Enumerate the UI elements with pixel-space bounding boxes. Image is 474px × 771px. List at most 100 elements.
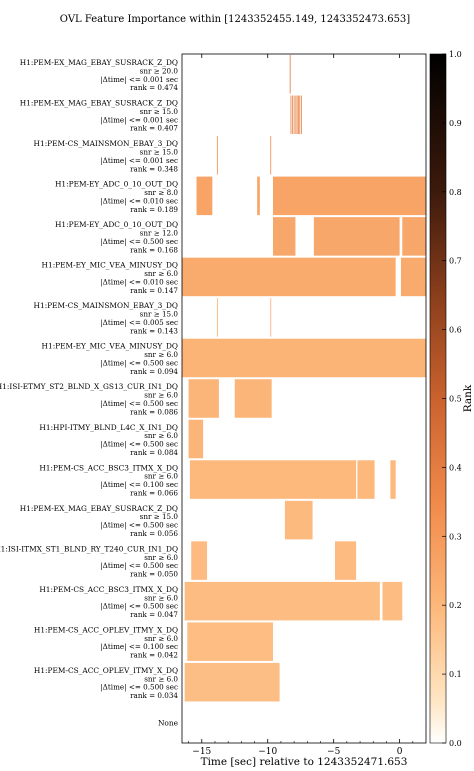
timeline-row	[182, 338, 426, 378]
colorbar-tick-label: 1.0	[449, 50, 462, 59]
chart-title: OVL Feature Importance within [124335245…	[60, 14, 410, 25]
row-snr-label: snr ≥ 15.0	[140, 107, 179, 116]
row-dt-label: |Δtime| <= 0.500 sec	[100, 683, 178, 692]
y-labels: H1:PEM-EX_MAG_EBAY_SUSRACK_Z_DQ snr ≥ 20.…	[0, 58, 178, 728]
segment-bar	[234, 379, 272, 418]
plot-area	[181, 53, 427, 744]
colorbar-tick-label: 0.0	[449, 739, 462, 748]
segment-bar	[284, 500, 313, 540]
segment-bar	[188, 379, 219, 418]
segment-bar	[273, 217, 296, 256]
segment-bar	[184, 581, 380, 621]
colorbar-tick-label: 0.5	[449, 395, 462, 404]
row-dt-label: |Δtime| <= 0.005 sec	[100, 318, 178, 327]
row-rank-label: rank = 0.050	[130, 570, 178, 579]
segment-bar	[334, 541, 357, 580]
timeline-row	[273, 217, 426, 256]
row-snr-label: snr ≥ 8.0	[144, 188, 178, 197]
row-channel-label: H1:PEM-CS_ACC_OPLEV_ITMY_X_DQ	[34, 625, 178, 634]
row-rank-label: rank = 0.084	[130, 448, 178, 457]
row-dt-label: |Δtime| <= 0.001 sec	[100, 115, 178, 124]
segment-bar	[184, 662, 280, 702]
timeline-row	[290, 95, 302, 135]
colorbar-label: Rank	[462, 384, 474, 412]
row-channel-label: H1:HPI-ITMY_BLND_L4C_X_IN1_DQ	[39, 423, 178, 432]
row-channel-label: H1:PEM-CS_ACC_BSC3_ITMX_X_DQ	[39, 585, 178, 594]
segment-bar	[298, 95, 299, 135]
colorbar-tick-label: 0.1	[449, 670, 462, 679]
segment-bar	[290, 95, 292, 135]
segment-bar	[299, 95, 301, 135]
row-rank-label: rank = 0.042	[130, 651, 178, 660]
row-snr-label: snr ≥ 6.0	[144, 431, 178, 440]
row-snr-label: snr ≥ 6.0	[144, 269, 178, 278]
row-dt-label: |Δtime| <= 0.500 sec	[100, 359, 178, 368]
row-rank-label: rank = 0.348	[130, 164, 178, 173]
segment-bar	[313, 217, 400, 256]
row-channel-label: H1:PEM-CS_ACC_OPLEV_ITMY_X_DQ	[34, 666, 178, 675]
segment-bar	[293, 95, 295, 135]
row-snr-label: snr ≥ 6.0	[144, 593, 178, 602]
segment-bar	[257, 176, 260, 216]
row-snr-label: snr ≥ 6.0	[144, 350, 178, 359]
x-tick-label: −15	[192, 747, 211, 757]
row-channel-label: H1:PEM-EY_ADC_0_10_OUT_DQ	[55, 180, 178, 189]
row-dt-label: |Δtime| <= 0.100 sec	[100, 480, 178, 489]
row-dt-label: |Δtime| <= 0.500 sec	[100, 561, 178, 570]
row-rank-label: rank = 0.143	[130, 326, 178, 335]
rows-layer	[182, 55, 426, 702]
row-channel-label: H1:PEM-CS_MAINSMON_EBAY_3_DQ	[34, 301, 178, 310]
segment-bar	[191, 541, 208, 580]
segment-bar	[187, 622, 274, 661]
x-tick-label: −5	[327, 747, 341, 757]
colorbar-tick-label: 0.8	[449, 188, 462, 197]
row-rank-label: rank = 0.474	[130, 83, 178, 92]
x-axis: −15 −10 −5 0	[188, 54, 414, 757]
row-rank-label: rank = 0.066	[130, 488, 178, 497]
segment-bar	[357, 460, 375, 499]
colorbar-tick-label: 0.4	[449, 463, 462, 472]
row-channel-label: H1:PEM-EX_MAG_EBAY_SUSRACK_Z_DQ	[20, 99, 178, 108]
segment-bar	[270, 136, 272, 175]
row-channel-label: H1:PEM-CS_ACC_BSC3_ITMX_X_DQ	[39, 463, 178, 472]
timeline-row	[184, 581, 403, 621]
row-rank-label: rank = 0.034	[130, 691, 178, 700]
segment-bar	[216, 136, 218, 175]
colorbar-ticks: 0.0 0.1 0.2 0.3 0.4 0.5 0.6 0.7 0.8 0.9 1.0	[442, 50, 462, 748]
row-dt-label: |Δtime| <= 0.500 sec	[100, 521, 178, 530]
row-rank-label: rank = 0.094	[130, 367, 178, 376]
colorbar-tick-label: 0.9	[449, 119, 462, 128]
row-label: None	[158, 719, 178, 728]
segment-bar	[289, 55, 291, 94]
row-snr-label: snr ≥ 6.0	[144, 674, 178, 683]
row-dt-label: |Δtime| <= 0.500 sec	[100, 440, 178, 449]
segment-bar	[300, 95, 302, 135]
x-axis-label: Time [sec] relative to 1243352471.653	[201, 756, 408, 768]
row-channel-label: H1:PEM-EX_MAG_EBAY_SUSRACK_Z_DQ	[20, 504, 178, 513]
row-snr-label: snr ≥ 15.0	[140, 147, 179, 156]
row-snr-label: snr ≥ 6.0	[144, 472, 178, 481]
row-snr-label: snr ≥ 20.0	[140, 66, 179, 75]
row-dt-label: |Δtime| <= 0.010 sec	[100, 277, 178, 286]
row-dt-label: |Δtime| <= 0.500 sec	[100, 602, 178, 611]
timeline-row	[216, 136, 272, 175]
segment-bar	[270, 298, 272, 337]
row-snr-label: snr ≥ 12.0	[140, 229, 179, 238]
row-channel-label: H1:PEM-CS_MAINSMON_EBAY_3_DQ	[34, 139, 178, 148]
row-channel-label: H1:PEM-EY_MIC_VEA_MINUSY_DQ	[42, 342, 178, 351]
segment-bar	[402, 217, 426, 256]
row-dt-label: |Δtime| <= 0.500 sec	[100, 399, 178, 408]
row-rank-label: rank = 0.168	[130, 245, 178, 254]
segment-bar	[295, 95, 297, 135]
row-dt-label: |Δtime| <= 0.500 sec	[100, 237, 178, 246]
segment-bar	[182, 257, 396, 297]
timeline-row	[188, 379, 272, 418]
